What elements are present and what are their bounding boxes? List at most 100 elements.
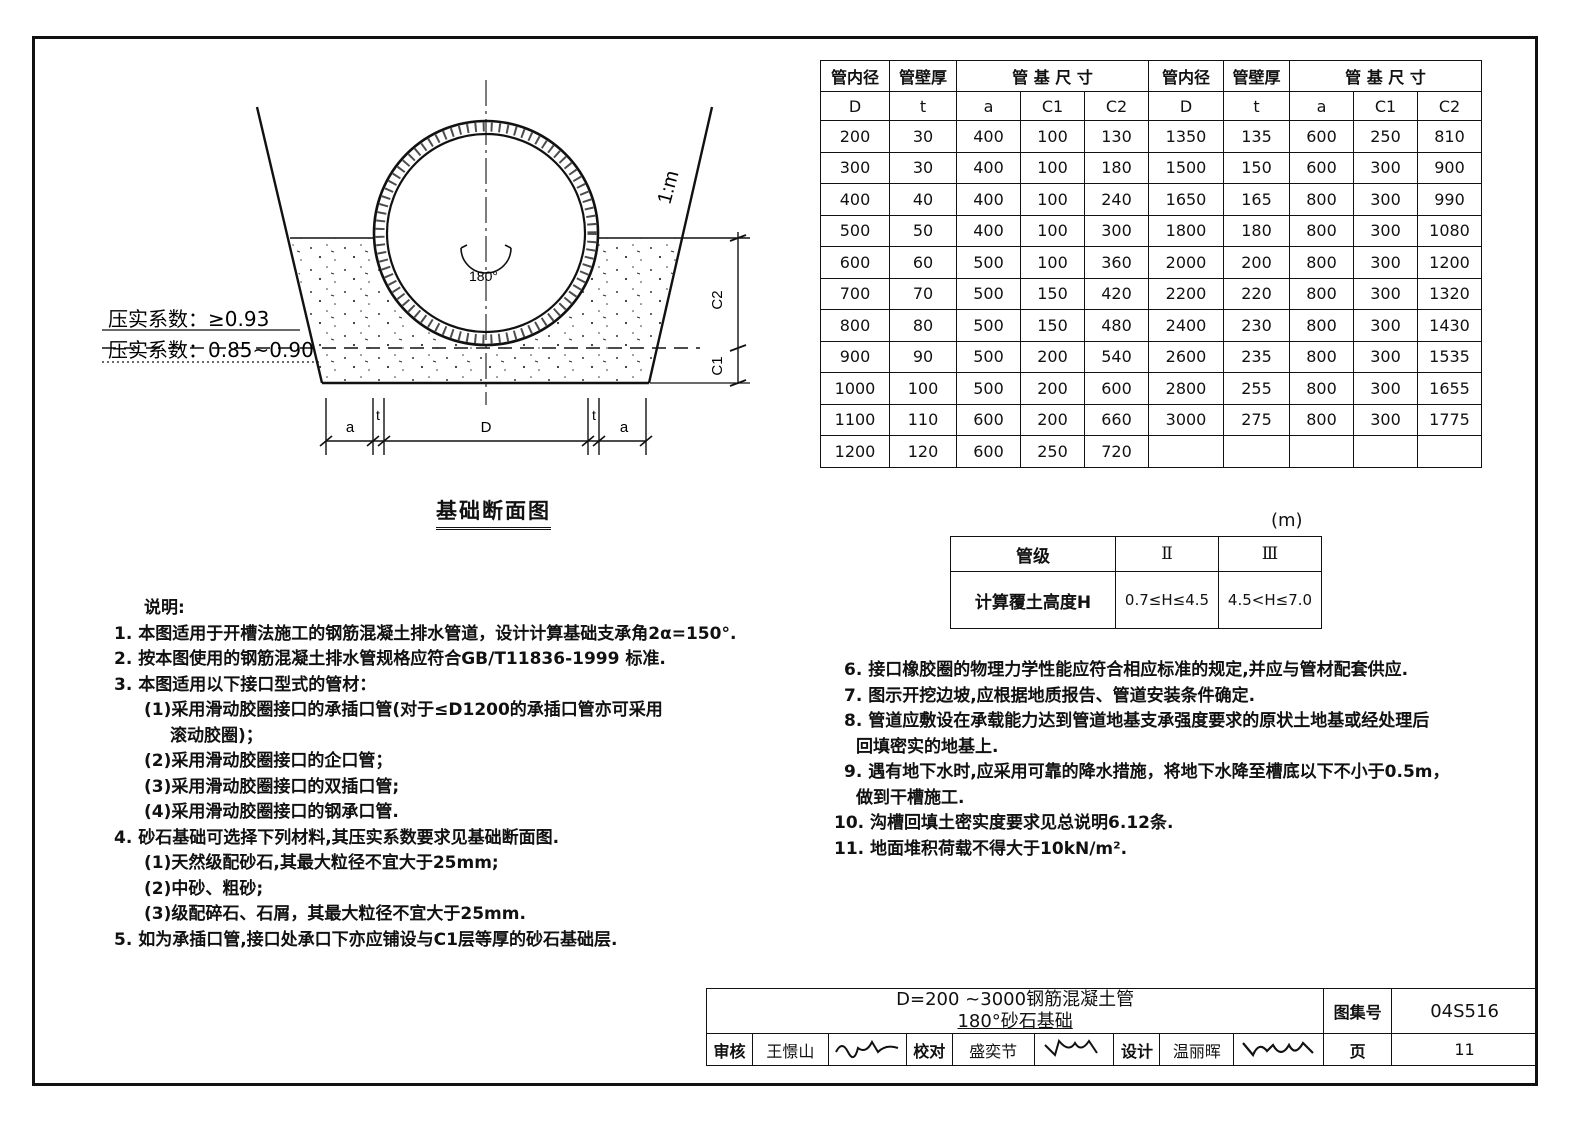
table-cell: 1080 — [1417, 214, 1482, 247]
table-cell: 500 — [956, 309, 1021, 342]
reviewer-signature — [827, 1033, 907, 1066]
table-row: 700 70 500 150 420 2200 220 800 300 1320 — [820, 277, 1482, 310]
table-cell: 235 — [1223, 340, 1290, 373]
grade-III: Ⅲ — [1218, 536, 1322, 572]
table-cell: 100 — [1020, 120, 1085, 153]
compaction-upper-label: 压实系数：≥0.93 — [108, 307, 269, 331]
table-cell: 300 — [820, 151, 890, 184]
table-cell: 2400 — [1148, 309, 1224, 342]
table-cell: 200 — [1020, 403, 1085, 436]
table-row: 400 40 400 100 240 1650 165 800 300 990 — [820, 183, 1482, 216]
note-6: 6. 接口橡胶圈的物理力学性能应符合相应标准的规定,并应与管材配套供应. — [844, 660, 1409, 680]
drawing-title: D=200 ~3000钢筋混凝土管 180°砂石基础 — [705, 988, 1325, 1034]
note-4-3: (3)级配碎石、石屑，其最大粒径不宜大于25mm. — [144, 904, 526, 924]
table-cell: 400 — [956, 214, 1021, 247]
table-cell: 1200 — [820, 435, 890, 468]
table-cell: 2600 — [1148, 340, 1224, 373]
compaction-lower-label: 压实系数：0.85~0.90 — [108, 338, 314, 362]
table-cell: 800 — [1289, 214, 1354, 247]
table-cell: 165 — [1223, 183, 1290, 216]
pipe-grade-table: 管级 Ⅱ Ⅲ 计算覆土高度H 0.7≤H≤4.5 4.5<H≤7.0 — [950, 536, 1322, 629]
table-cell: 990 — [1417, 183, 1482, 216]
note-1: 1. 本图适用于开槽法施工的钢筋混凝土排水管道，设计计算基础支承角2α=150°… — [114, 623, 737, 644]
check-label: 校对 — [905, 1033, 953, 1066]
angle-label: 180° — [469, 268, 498, 284]
subheader-D-2: D — [1148, 91, 1224, 121]
header-wall: 管壁厚 — [889, 60, 957, 92]
table-cell: 800 — [1289, 277, 1354, 310]
table-row: 200 30 400 100 130 1350 135 600 250 810 — [820, 120, 1482, 153]
title-line-2: 180°砂石基础 — [957, 1011, 1073, 1032]
page-label: 页 — [1323, 1033, 1393, 1066]
table-cell: 900 — [820, 340, 890, 373]
note-3-4: (4)采用滑动胶圈接口的钢承口管. — [144, 802, 399, 822]
table-cell: 500 — [956, 277, 1021, 310]
atlas-label: 图集号 — [1323, 988, 1393, 1034]
table-cell: 600 — [820, 246, 890, 279]
table-cell: 700 — [820, 277, 890, 310]
table-cell: 800 — [1289, 246, 1354, 279]
header-base-2: 管 基 尺 寸 — [1289, 60, 1482, 92]
table-cell: 1535 — [1417, 340, 1482, 373]
table-cell: 130 — [1084, 120, 1149, 153]
note-11: 11. 地面堆积荷载不得大于10kN/m². — [834, 838, 1128, 859]
table-cell: 360 — [1084, 246, 1149, 279]
subheader-C1: C1 — [1020, 91, 1085, 121]
table-row: 600 60 500 100 360 2000 200 800 300 1200 — [820, 246, 1482, 279]
table-cell: 40 — [889, 183, 957, 216]
table-cell: 1100 — [820, 403, 890, 436]
table-row: 1000 100 500 200 600 2800 255 800 300 1655 — [820, 372, 1482, 405]
table-cell: 50 — [889, 214, 957, 247]
dim-t-left: t — [376, 407, 380, 423]
table-cell: 540 — [1084, 340, 1149, 373]
dimension-rows: 200 30 400 100 130 1350 135 600 250 810 300 30 400 10… — [820, 120, 1482, 468]
table-cell: 100 — [889, 372, 957, 405]
note-3-1: (1)采用滑动胶圈接口的承插口管(对于≤D1200的承插口管亦可采用 — [144, 700, 663, 720]
table-cell: 800 — [1289, 183, 1354, 216]
title-line-1: D=200 ~3000钢筋混凝土管 — [896, 989, 1135, 1010]
table-cell: 120 — [889, 435, 957, 468]
header-wall-2: 管壁厚 — [1223, 60, 1290, 92]
subheader-t: t — [889, 91, 957, 121]
note-2: 2. 按本图使用的钢筋混凝土排水管规格应符合GB/T11836-1999 标准. — [114, 649, 666, 669]
table-cell: 500 — [820, 214, 890, 247]
table-cell: 255 — [1223, 372, 1290, 405]
table-cell: 250 — [1353, 120, 1418, 153]
table-cell: 300 — [1353, 372, 1418, 405]
table-cell: 300 — [1353, 277, 1418, 310]
pipe-wall — [375, 122, 597, 344]
table-cell: 80 — [889, 309, 957, 342]
slope-label: 1:m — [654, 168, 684, 206]
table-cell: 400 — [956, 120, 1021, 153]
page-number: 11 — [1391, 1033, 1538, 1066]
table-cell: 1430 — [1417, 309, 1482, 342]
grade-II: Ⅱ — [1115, 536, 1219, 572]
designer-signature — [1233, 1033, 1325, 1066]
table-row: 1100 110 600 200 660 3000 275 800 300 1775 — [820, 403, 1482, 436]
table-cell — [1148, 435, 1224, 468]
table-cell — [1353, 435, 1418, 468]
subheader-C1-2: C1 — [1353, 91, 1418, 121]
table-cell: 300 — [1353, 309, 1418, 342]
table-row: 500 50 400 100 300 1800 180 800 300 1080 — [820, 214, 1482, 247]
table-cell: 135 — [1223, 120, 1290, 153]
table-cell: 100 — [1020, 246, 1085, 279]
table-cell: 220 — [1223, 277, 1290, 310]
table-cell: 500 — [956, 246, 1021, 279]
range-II: 0.7≤H≤4.5 — [1115, 571, 1219, 629]
table-cell: 250 — [1020, 435, 1085, 468]
table-cell: 3000 — [1148, 403, 1224, 436]
header-base: 管 基 尺 寸 — [956, 60, 1149, 92]
subheader-a-2: a — [1289, 91, 1354, 121]
foundation-section-drawing: 1:m 180° 压实系数：≥0.93 压实系数：0.85~0.90 C2 C1… — [102, 80, 750, 455]
table-cell: 100 — [1020, 214, 1085, 247]
table-cell: 2200 — [1148, 277, 1224, 310]
table-cell: 2000 — [1148, 246, 1224, 279]
table-cell: 420 — [1084, 277, 1149, 310]
table-cell — [1417, 435, 1482, 468]
table-cell: 300 — [1353, 151, 1418, 184]
note-4-1: (1)天然级配砂石,其最大粒径不宜大于25mm; — [144, 853, 499, 873]
dim-t-right: t — [592, 407, 596, 423]
table-cell: 110 — [889, 403, 957, 436]
note-3: 3. 本图适用以下接口型式的管材： — [114, 674, 377, 695]
